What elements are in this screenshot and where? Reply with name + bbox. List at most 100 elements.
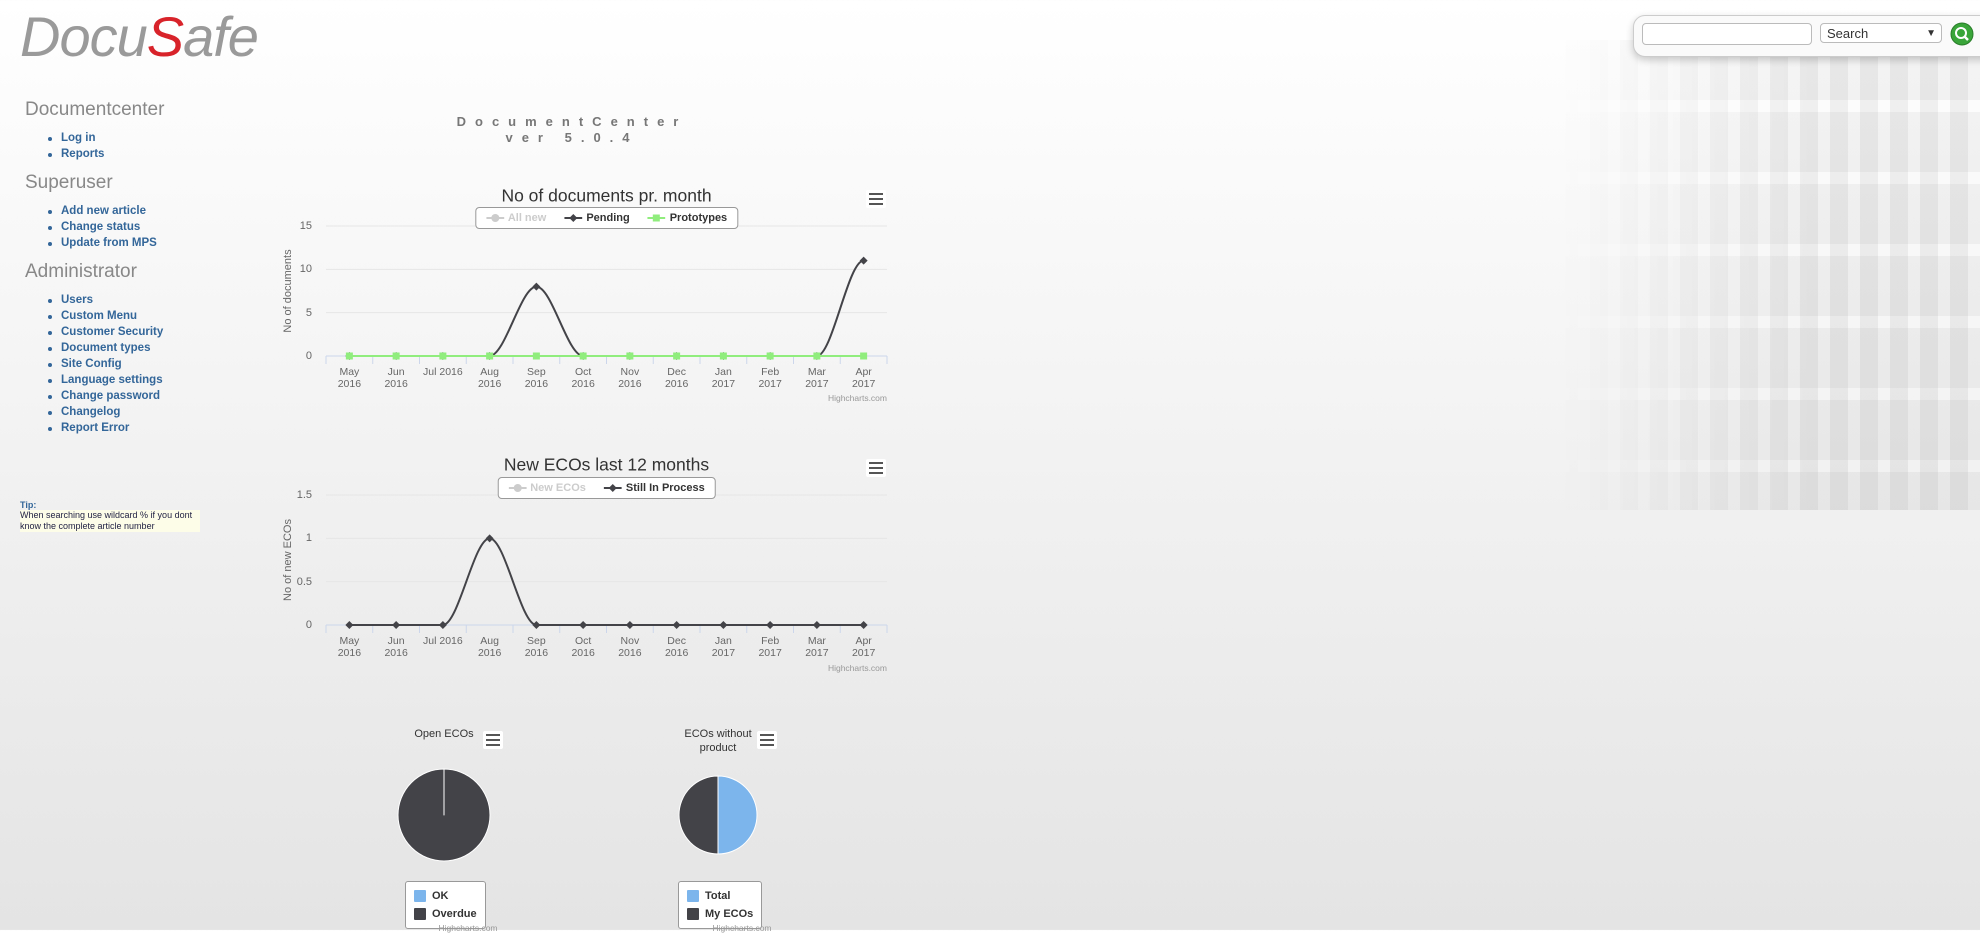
legend-swatch (414, 908, 426, 920)
background-shelves (1560, 40, 1980, 510)
legend-item[interactable]: Total (687, 888, 753, 904)
search-select[interactable]: Search ▼ (1820, 23, 1942, 43)
legend-item[interactable]: Still In Process (603, 482, 705, 494)
legend-item[interactable]: Pending (564, 212, 630, 224)
pie-slice (397, 768, 491, 862)
legend-item[interactable]: My ECOs (687, 906, 753, 922)
x-tick-label: Nov 2016 (618, 366, 642, 390)
point (532, 621, 541, 629)
x-tick-label: Jan 2017 (711, 635, 736, 659)
x-tick-label: May 2016 (337, 366, 362, 390)
y-tick-label: 0 (305, 350, 312, 362)
point (486, 352, 494, 360)
search-bar: Search ▼ (1633, 15, 1980, 57)
legend-text: Pending (586, 212, 630, 224)
nav-link[interactable]: Add new article (61, 205, 146, 217)
point (766, 621, 775, 629)
pie-slice (678, 775, 719, 855)
point (608, 484, 617, 492)
nav-link[interactable]: Site Config (61, 358, 122, 370)
bullet (48, 363, 52, 367)
nav-link[interactable]: Log in (61, 132, 96, 144)
nav-link[interactable]: Language settings (61, 374, 163, 386)
nav-link[interactable]: Custom Menu (61, 310, 138, 322)
logo-part: S (146, 5, 184, 68)
app-version: ver 5.0.4 (505, 130, 639, 145)
point (860, 352, 868, 360)
legend-symbol (564, 214, 583, 222)
chart-title: ECOs without product (684, 728, 752, 754)
bullet (48, 210, 52, 214)
point (345, 352, 353, 360)
legend-text: Overdue (432, 908, 477, 920)
chart-title: New ECOs last 12 months (503, 454, 710, 475)
point (579, 621, 588, 629)
point (813, 352, 821, 360)
tip: Tip: When searching use wildcard % if you… (20, 500, 200, 532)
point (392, 621, 401, 629)
logo[interactable]: DocuSafe (20, 4, 259, 69)
legend-item[interactable]: All new (485, 212, 546, 224)
bullet (48, 331, 52, 335)
nav-link[interactable]: Update from MPS (61, 237, 157, 249)
bullet (48, 379, 52, 383)
legend-symbol (508, 484, 527, 492)
x-tick-label: Sep 2016 (524, 635, 549, 659)
legend-item[interactable]: New ECOs (508, 482, 586, 494)
credit: Highcharts.com (438, 923, 498, 933)
legend-text: New ECOs (530, 482, 586, 494)
point (766, 352, 774, 360)
y-axis-title: No of documents (282, 249, 294, 333)
credit: Highcharts.com (712, 923, 772, 933)
y-axis-title: No of new ECOs (282, 519, 294, 601)
legend: OK Overdue (405, 881, 486, 929)
point (569, 214, 578, 222)
point (859, 621, 868, 629)
legend-text: Prototypes (669, 212, 728, 224)
legend-swatch (687, 908, 699, 920)
bullet (48, 427, 52, 431)
search-button[interactable] (1950, 22, 1974, 46)
point (625, 621, 634, 629)
legend-item[interactable]: Prototypes (647, 212, 728, 224)
legend: Total My ECOs (678, 881, 763, 929)
section-heading: Documentcenter (25, 99, 165, 120)
bullet (48, 347, 52, 351)
credit: Highcharts.com (827, 663, 887, 673)
legend-item[interactable]: Overdue (414, 906, 477, 922)
nav-link[interactable]: Users (61, 294, 93, 306)
nav-link[interactable]: Change password (61, 390, 161, 402)
x-tick-label: Mar 2017 (805, 635, 829, 659)
point (485, 534, 494, 543)
legend-text: OK (432, 890, 449, 902)
nav-link[interactable]: Changelog (61, 406, 121, 418)
point (490, 214, 499, 222)
legend-symbol (603, 484, 622, 492)
x-tick-label: Apr 2017 (851, 635, 876, 659)
x-tick-label: Jul 2016 (423, 635, 463, 647)
nav-link[interactable]: Report Error (61, 422, 130, 434)
legend-symbol (485, 214, 504, 222)
nav-link[interactable]: Change status (61, 221, 141, 233)
y-tick-label: 0 (305, 619, 312, 631)
nav-link[interactable]: Customer Security (61, 326, 164, 338)
x-tick-label: Dec 2016 (664, 366, 689, 390)
point (392, 352, 400, 360)
x-tick-label: Feb 2017 (758, 366, 782, 390)
pie-slice (717, 775, 758, 855)
nav-link[interactable]: Document types (61, 342, 151, 354)
legend-text: My ECOs (705, 908, 754, 920)
logo-part: Docu (20, 5, 148, 68)
y-tick-label: 1.5 (296, 489, 312, 501)
x-tick-label: Sep 2016 (524, 366, 549, 390)
search-input[interactable] (1642, 23, 1812, 45)
point (672, 621, 681, 629)
point (859, 256, 868, 265)
x-tick-label: May 2016 (337, 635, 362, 659)
app-title: DocumentCenter (456, 114, 688, 129)
nav-link[interactable]: Reports (61, 148, 105, 160)
x-tick-label: Apr 2017 (851, 366, 876, 390)
point (532, 282, 541, 291)
legend-item[interactable]: OK (414, 888, 477, 904)
